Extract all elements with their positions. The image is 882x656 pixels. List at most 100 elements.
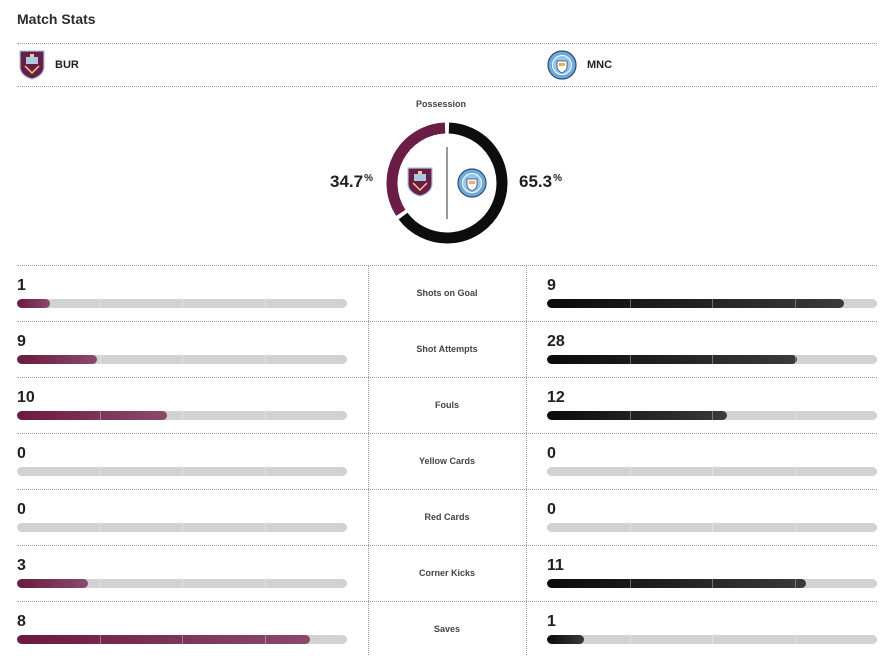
bar-segment-tick <box>99 411 101 420</box>
stat-label: Corner Kicks <box>418 568 476 578</box>
stat-row: 0 Yellow Cards 0 <box>0 433 882 489</box>
stat-row: 1 Shots on Goal 9 <box>0 265 882 321</box>
column-divider <box>368 489 369 545</box>
away-stat-bar <box>547 635 877 644</box>
bar-segment-tick <box>264 411 266 420</box>
bar-segment-tick <box>712 523 713 532</box>
home-stat-bar <box>17 299 347 308</box>
column-divider <box>368 377 369 433</box>
bar-segment-tick <box>794 355 796 364</box>
stats-table: 1 Shots on Goal 9 9 Shot Attempts 28 <box>0 265 882 656</box>
teams-header: BUR MNC <box>17 44 877 86</box>
home-possession: 34.7% <box>330 172 373 192</box>
man-city-crest-icon <box>547 50 577 80</box>
bar-segment-tick <box>264 355 266 364</box>
bar-segment-tick <box>712 467 713 476</box>
row-divider <box>17 601 877 602</box>
bar-segment-tick <box>712 579 713 588</box>
bar-segment-tick <box>99 467 101 476</box>
home-stat-value: 0 <box>17 445 26 462</box>
away-stat-bar <box>547 299 877 308</box>
bar-segment-tick <box>264 467 266 476</box>
bar-segment-tick <box>712 635 713 644</box>
stat-label: Saves <box>433 624 461 634</box>
away-possession-value: 65.3 <box>519 172 553 191</box>
bar-segment-tick <box>629 523 631 532</box>
away-stat-bar <box>547 579 877 588</box>
column-divider <box>526 377 527 433</box>
away-stat-bar <box>547 355 877 364</box>
home-stat-bar <box>17 579 347 588</box>
away-stat-bar-fill <box>547 355 797 364</box>
divider <box>17 43 877 44</box>
row-divider <box>17 545 877 546</box>
home-possession-value: 34.7 <box>330 172 364 191</box>
home-stat-bar-fill <box>17 635 311 644</box>
stat-label: Red Cards <box>424 512 470 522</box>
stat-label: Shots on Goal <box>416 288 478 298</box>
away-stat-bar-fill <box>547 299 844 308</box>
stat-label: Shot Attempts <box>416 344 478 354</box>
away-stat-bar <box>547 523 877 532</box>
row-divider <box>17 265 877 266</box>
home-stat-value: 8 <box>17 613 26 630</box>
bar-segment-tick <box>794 579 796 588</box>
bar-segment-tick <box>794 299 796 308</box>
column-divider <box>526 265 527 321</box>
home-stat-bar <box>17 635 347 644</box>
possession-section: Possession 34.7% 65.3% <box>0 90 882 260</box>
bar-segment-tick <box>264 635 266 644</box>
home-stat-bar-fill <box>17 355 98 364</box>
bar-segment-tick <box>629 355 631 364</box>
home-stat-bar <box>17 355 347 364</box>
bar-segment-tick <box>794 523 796 532</box>
home-stat-value: 3 <box>17 557 26 574</box>
row-divider <box>17 377 877 378</box>
stat-row: 10 Fouls 12 <box>0 377 882 433</box>
burnley-crest-icon <box>19 50 45 80</box>
away-stat-value: 12 <box>547 389 565 406</box>
bar-segment-tick <box>99 299 101 308</box>
away-possession-arc <box>398 122 508 244</box>
away-possession: 65.3% <box>519 172 562 192</box>
away-stat-bar-fill <box>547 635 584 644</box>
bar-segment-tick <box>99 635 101 644</box>
home-team-abbr: BUR <box>55 59 79 71</box>
bar-segment-tick <box>99 579 101 588</box>
bar-segment-tick <box>629 635 631 644</box>
bar-segment-tick <box>182 355 183 364</box>
possession-label: Possession <box>415 99 467 109</box>
man-city-crest-icon <box>457 168 487 198</box>
bar-segment-tick <box>629 467 631 476</box>
stat-label: Yellow Cards <box>418 456 476 466</box>
column-divider <box>368 265 369 321</box>
column-divider <box>526 489 527 545</box>
home-stat-bar <box>17 467 347 476</box>
burnley-crest-icon <box>407 167 433 197</box>
home-stat-bar <box>17 411 347 420</box>
column-divider <box>526 321 527 377</box>
column-divider <box>368 601 369 656</box>
away-stat-bar-fill <box>547 579 807 588</box>
bar-segment-tick <box>629 411 631 420</box>
home-stat-value: 10 <box>17 389 35 406</box>
away-stat-value: 9 <box>547 277 556 294</box>
percent-unit: % <box>553 173 562 184</box>
away-stat-bar-fill <box>547 411 727 420</box>
page-title: Match Stats <box>17 11 96 27</box>
home-stat-value: 1 <box>17 277 26 294</box>
bar-segment-tick <box>264 579 266 588</box>
home-possession-arc <box>386 122 446 216</box>
bar-segment-tick <box>182 467 183 476</box>
bar-segment-tick <box>794 411 796 420</box>
stat-row: 9 Shot Attempts 28 <box>0 321 882 377</box>
away-stat-bar <box>547 411 877 420</box>
home-stat-bar-fill <box>17 411 167 420</box>
bar-segment-tick <box>99 355 101 364</box>
divider <box>17 86 877 87</box>
bar-segment-tick <box>182 635 183 644</box>
column-divider <box>368 321 369 377</box>
column-divider <box>368 433 369 489</box>
home-stat-bar-fill <box>17 579 88 588</box>
bar-segment-tick <box>182 411 183 420</box>
